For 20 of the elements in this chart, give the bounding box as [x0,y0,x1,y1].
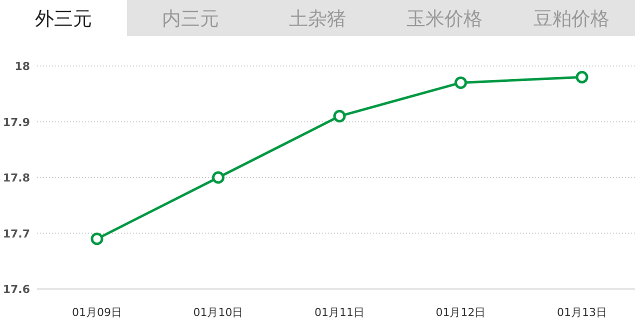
y-tick-label: 18 [14,60,30,73]
x-tick-label: 01月12日 [436,306,486,319]
x-tick-label: 01月09日 [72,306,122,319]
y-tick-label: 17.7 [2,227,30,240]
y-tick-label: 17.6 [2,283,30,296]
point [576,70,588,84]
point [90,232,104,246]
y-tick-label: 17.8 [2,172,30,184]
text: 内三元 [162,8,219,30]
text: 玉米价格 [406,8,482,30]
x-tick-label: 01月10日 [193,306,244,319]
point [454,76,467,89]
text: 土杂猪 [289,8,346,30]
y-tick-label: 17.9 [2,116,30,129]
chart-title: 外三元 [35,8,92,30]
point [333,110,346,122]
text: 豆粕价格 [534,8,610,30]
x-tick-label: 01月11日 [314,306,364,319]
x-tick-label: 01月13日 [557,306,607,319]
point [212,171,224,184]
